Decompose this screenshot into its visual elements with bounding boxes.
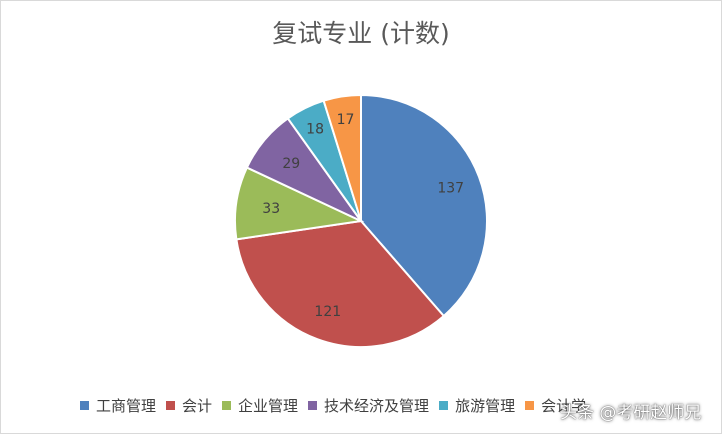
legend-item-6: 会计学 bbox=[525, 395, 586, 416]
legend-item-1: 工商管理 bbox=[80, 395, 156, 416]
data-label-5: 18 bbox=[306, 121, 324, 137]
legend-label-2: 会计 bbox=[182, 396, 213, 415]
data-label-6: 17 bbox=[337, 112, 355, 128]
data-label-3: 33 bbox=[262, 201, 280, 217]
legend-swatch-1 bbox=[80, 400, 89, 410]
legend-item-2: 会计 bbox=[166, 395, 212, 416]
legend-label-5: 旅游管理 bbox=[455, 396, 516, 415]
pie-slice-2 bbox=[235, 219, 446, 348]
legend-label-4: 技术经济及管理 bbox=[324, 396, 430, 415]
data-label-4: 29 bbox=[282, 156, 300, 172]
legend-label-3: 企业管理 bbox=[238, 396, 299, 415]
legend-item-5: 旅游管理 bbox=[439, 395, 515, 416]
data-label-2: 121 bbox=[314, 304, 341, 320]
pie-slice-6 bbox=[322, 93, 362, 222]
legend-item-3: 企业管理 bbox=[222, 395, 298, 416]
legend-item-4: 技术经济及管理 bbox=[308, 395, 429, 416]
legend-swatch-5 bbox=[439, 400, 449, 410]
pie-slice-1 bbox=[360, 93, 488, 318]
legend-label-6: 会计学 bbox=[541, 396, 587, 415]
legend-label-1: 工商管理 bbox=[96, 396, 157, 415]
legend-swatch-3 bbox=[222, 400, 232, 410]
legend-swatch-6 bbox=[525, 400, 535, 410]
legend-swatch-2 bbox=[166, 400, 176, 410]
watermark: 头条 @考研赵师兄 bbox=[560, 403, 702, 423]
chart-title: 复试专业 (计数) bbox=[272, 19, 450, 48]
data-label-1: 137 bbox=[437, 180, 464, 196]
legend-swatch-4 bbox=[308, 400, 318, 410]
chart-legend: 工商管理 会计 企业管理 技术经济及管理 旅游管理 会计学 bbox=[80, 394, 596, 416]
